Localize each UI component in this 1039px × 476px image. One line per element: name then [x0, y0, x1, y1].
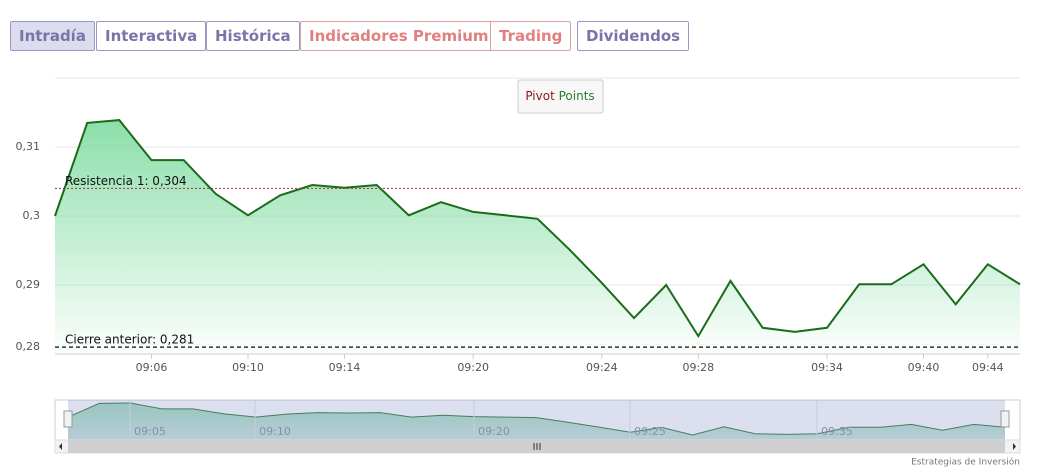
annotation-label: Resistencia 1: 0,304: [65, 174, 187, 188]
pivot-word: Pivot: [525, 89, 555, 103]
x-tick-label: 09:10: [232, 361, 264, 374]
tab[interactable]: Histórica: [206, 21, 300, 51]
x-tick-label: 09:14: [329, 361, 361, 374]
x-tick-label: 09:24: [586, 361, 618, 374]
x-tick-label: 09:28: [682, 361, 714, 374]
y-tick-label: 0,3: [23, 209, 41, 222]
x-tick-label: 09:34: [811, 361, 843, 374]
annotation-label: Cierre anterior: 0,281: [65, 333, 194, 347]
navigator-handle[interactable]: [63, 410, 73, 428]
navigator-label: 09:05: [134, 425, 166, 438]
navigator-line: [67, 402, 1006, 436]
y-tick-label: 0,29: [16, 278, 41, 291]
navigator-label: 09:10: [259, 425, 291, 438]
navigator-handle[interactable]: [1000, 410, 1010, 428]
navigator-label: 09:35: [821, 425, 853, 438]
y-tick-label: 0,31: [16, 140, 41, 153]
x-tick-label: 09:06: [136, 361, 168, 374]
x-tick-label: 09:20: [457, 361, 489, 374]
area: [55, 120, 1020, 354]
points-word: Points: [559, 89, 595, 103]
pivot-button-label: Pivot Points: [525, 89, 594, 103]
navigator-mask: [68, 400, 1005, 440]
x-tick-label: 09:40: [908, 361, 940, 374]
pivot-button[interactable]: [517, 79, 604, 114]
tab[interactable]: Dividendos: [577, 21, 690, 51]
tab[interactable]: Indicadores Premium: [300, 21, 498, 51]
line: [54, 119, 1021, 339]
tab[interactable]: Intradía: [10, 21, 95, 51]
footer: Estrategias de Inversión: [911, 457, 1020, 468]
scroll-grip: [533, 443, 541, 450]
scroll-right[interactable]: [1013, 443, 1016, 450]
scroll-left[interactable]: [59, 443, 62, 450]
navigator-label: 09:25: [634, 425, 666, 438]
x-tick-label: 09:44: [972, 361, 1004, 374]
navigator-label: 09:20: [478, 425, 510, 438]
tab[interactable]: Interactiva: [96, 21, 207, 51]
y-tick-label: 0,28: [16, 340, 41, 353]
navigator-area: [68, 403, 1005, 440]
tab[interactable]: Trading: [490, 21, 572, 51]
